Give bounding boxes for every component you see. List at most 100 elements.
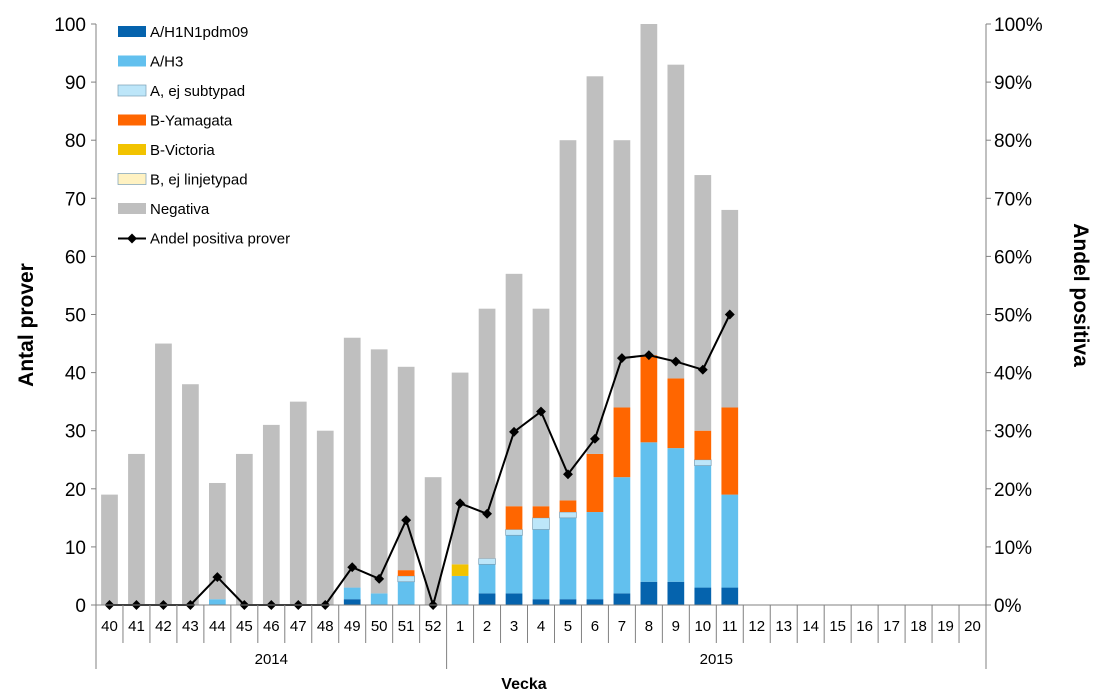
x-tick-label: 49 — [344, 618, 361, 635]
line-point — [401, 515, 412, 526]
bar-segment — [451, 575, 469, 605]
line-point — [589, 433, 600, 444]
line-point — [563, 469, 573, 480]
x-tick-label: 12 — [748, 618, 765, 635]
line-point — [455, 498, 466, 509]
bar-segment — [694, 175, 712, 431]
bar-segment — [128, 453, 145, 605]
y2-tick-label: 80% — [994, 131, 1032, 152]
legend-swatch — [118, 114, 146, 126]
x-tick-label: 48 — [317, 618, 334, 635]
bar-segment — [667, 378, 685, 449]
bar-segment — [505, 529, 523, 536]
bar-segment — [559, 500, 577, 513]
x-tick-label: 19 — [937, 618, 954, 635]
bar-segment — [316, 430, 334, 605]
line-point — [536, 406, 546, 417]
y-tick-label: 40 — [65, 364, 86, 385]
legend-swatch — [118, 144, 146, 155]
y-tick-label: 100 — [54, 15, 86, 36]
bar-segment — [451, 372, 469, 565]
line-point — [670, 356, 681, 367]
bar-segment — [613, 407, 631, 478]
bar-segment — [694, 459, 712, 466]
line-point — [212, 572, 223, 583]
bar-segment — [667, 448, 685, 582]
bar-segment — [640, 355, 658, 443]
bar-segment — [613, 140, 631, 408]
legend-swatch — [118, 26, 146, 37]
bar-segment — [209, 482, 226, 600]
x-tick-label: 45 — [236, 618, 253, 635]
line-point — [724, 309, 735, 320]
y-tick-label: 20 — [65, 480, 86, 501]
bar-segment — [586, 599, 604, 605]
bar-segment — [478, 558, 496, 565]
bar-segment — [694, 430, 712, 460]
bar-segment — [667, 581, 685, 605]
x-tick-label: 46 — [263, 618, 280, 635]
x-tick-label: 2 — [483, 618, 491, 635]
line-point — [347, 562, 358, 573]
bar-segment — [397, 366, 415, 571]
bar-segment — [505, 535, 523, 594]
bar-segment — [343, 599, 361, 605]
x-tick-label: 15 — [829, 618, 846, 635]
bar-segment — [478, 564, 496, 594]
x-tick-label: 51 — [398, 618, 415, 635]
x-tick-label: 20 — [964, 618, 981, 635]
bar-segment — [640, 442, 658, 582]
bar-segment — [694, 587, 712, 605]
legend-label: A/H1N1pdm09 — [150, 24, 248, 41]
y-tick-label: 70 — [65, 189, 86, 210]
x-tick-label: 10 — [694, 618, 711, 635]
bar-segment — [640, 24, 658, 356]
x-tick-label: 50 — [371, 618, 388, 635]
x-tick-label: 44 — [209, 618, 226, 635]
legend: A/H1N1pdm09 A/H3 A, ej subtypad B-Yamagata B… — [117, 24, 290, 248]
bar-segment — [721, 587, 739, 605]
line-point — [643, 350, 654, 361]
x-tick-label: 11 — [722, 618, 738, 635]
bar-segment — [721, 494, 739, 588]
year-label: 2014 — [255, 651, 288, 668]
legend-label: B-Victoria — [150, 142, 215, 159]
x-axis-title: Vecka — [501, 676, 546, 693]
bar-segment — [424, 477, 442, 605]
line-layer — [104, 309, 735, 610]
y2-tick-label: 10% — [994, 538, 1032, 559]
bar-segment — [505, 273, 523, 507]
bar-segment — [101, 494, 118, 605]
bar-segment — [532, 599, 550, 605]
legend-label: Andel positiva prover — [150, 231, 290, 248]
bar-segment — [559, 511, 577, 519]
x-tick-label: 16 — [856, 618, 873, 635]
legend-swatch — [118, 55, 146, 67]
x-tick-label: 18 — [910, 618, 927, 635]
bar-segment — [262, 424, 280, 605]
bar-segment — [613, 593, 631, 605]
y-tick-label: 90 — [65, 73, 86, 94]
y-tick-label: 50 — [65, 306, 86, 327]
bar-segment — [586, 512, 604, 600]
y2-axis-title: Andel positiva — [1069, 223, 1092, 367]
legend-swatch — [118, 203, 146, 214]
y-tick-label: 0 — [75, 596, 86, 617]
x-tick-label: 5 — [564, 618, 572, 635]
x-tick-label: 1 — [456, 618, 464, 635]
axes-layer: 0 10 20 30 40 50 60 70 80 90 100 0% 10% 20% 30% 40% 50% 6… — [54, 15, 1043, 669]
bar-segment — [451, 564, 469, 576]
legend-label: A/H3 — [150, 54, 183, 71]
y-tick-label: 60 — [65, 247, 86, 268]
bars-layer — [101, 24, 739, 605]
legend-label: A, ej subtypad — [150, 83, 245, 100]
bar-segment — [694, 465, 712, 588]
y2-tick-label: 90% — [994, 73, 1032, 94]
bar-segment — [586, 453, 604, 513]
y2-tick-label: 30% — [994, 422, 1032, 443]
x-tick-label: 3 — [510, 618, 518, 635]
bar-segment — [182, 384, 199, 605]
x-tick-label: 9 — [672, 618, 680, 635]
bar-segment — [559, 599, 577, 605]
